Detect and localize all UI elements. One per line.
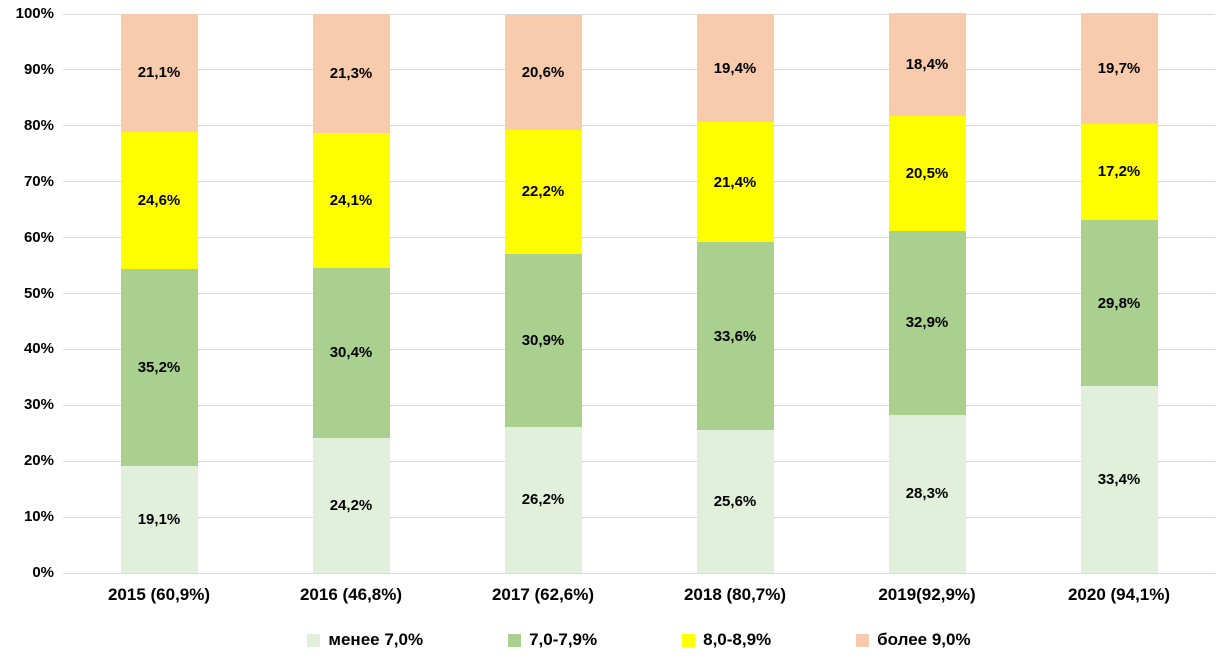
bar-value-label: 35,2%	[137, 359, 181, 377]
grid-line	[63, 69, 1215, 71]
bar-segment: 21,3%	[312, 14, 390, 134]
y-tick-label: 40%	[23, 340, 54, 358]
bar-value-label: 20,6%	[521, 63, 565, 81]
bar-value-label: 21,4%	[713, 173, 757, 191]
bar-segment: 32,9%	[888, 230, 966, 415]
legend-item: более 9,0%	[856, 630, 971, 650]
bar-segment: 25,6%	[696, 429, 774, 573]
bar-segment: 18,4%	[888, 13, 966, 117]
bar-value-label: 33,6%	[713, 327, 757, 345]
grid-line	[63, 460, 1215, 462]
bar-column: 26,2% 30,9% 22,2% 20,6%	[504, 14, 582, 573]
bar-segment: 33,6%	[696, 242, 774, 430]
legend: менее 7,0% 7,0-7,9% 8,0-8,9% более 9,0%	[63, 630, 1215, 650]
legend-swatch	[508, 633, 522, 647]
bar-segment: 21,4%	[696, 122, 774, 243]
y-tick-label: 20%	[23, 452, 54, 470]
bar-segment: 17,2%	[1080, 123, 1158, 220]
y-tick-label: 50%	[23, 284, 54, 302]
bar-value-label: 26,2%	[521, 491, 565, 509]
bar-column: 28,3% 32,9% 20,5% 18,4%	[888, 13, 966, 573]
bar-value-label: 21,3%	[329, 65, 373, 83]
bar-value-label: 24,2%	[329, 496, 373, 514]
bar-column: 33,4% 29,8% 17,2% 19,7%	[1080, 13, 1158, 573]
legend-swatch	[307, 633, 321, 647]
x-tick-label: 2019(92,9%)	[878, 585, 976, 604]
bar-segment: 30,4%	[312, 267, 390, 438]
bar-value-label: 21,1%	[137, 64, 181, 82]
bar-value-label: 30,4%	[329, 344, 373, 362]
legend-label: 8,0-8,9%	[703, 630, 772, 649]
grid-line	[63, 404, 1215, 406]
bar-column: 24,2% 30,4% 24,1% 21,3%	[312, 14, 390, 573]
grid-line	[63, 181, 1215, 183]
bar-value-label: 17,2%	[1097, 163, 1141, 181]
bar-value-label: 33,4%	[1097, 471, 1141, 489]
y-tick-label: 70%	[23, 172, 54, 190]
bar-segment: 28,3%	[888, 414, 966, 573]
bar-segment: 24,1%	[312, 133, 390, 268]
bar-segment: 19,7%	[1080, 13, 1158, 124]
bar-segment: 24,6%	[120, 131, 198, 270]
y-tick-label: 90%	[23, 60, 54, 78]
grid-line	[63, 125, 1215, 127]
bar-segment: 33,4%	[1080, 386, 1158, 573]
bar-value-label: 22,2%	[521, 183, 565, 201]
bar-value-label: 19,7%	[1097, 60, 1141, 78]
bar-value-label: 32,9%	[905, 314, 949, 332]
grid-line	[63, 237, 1215, 239]
y-tick-label: 30%	[23, 396, 54, 414]
bar-value-label: 25,6%	[713, 492, 757, 510]
legend-label: менее 7,0%	[328, 630, 424, 649]
bar-segment: 21,1%	[120, 14, 198, 132]
bar-value-label: 24,1%	[329, 191, 373, 209]
bar-segment: 35,2%	[120, 269, 198, 467]
bar-segment: 20,5%	[888, 116, 966, 231]
x-tick-label: 2020 (94,1%)	[1067, 585, 1171, 604]
bar-value-label: 28,3%	[905, 485, 949, 503]
x-tick-label: 2016 (46,8%)	[299, 585, 403, 604]
y-tick-label: 100%	[15, 5, 54, 22]
bar-segment: 19,4%	[696, 14, 774, 123]
y-tick-label: 10%	[23, 508, 54, 526]
grid-line	[63, 516, 1215, 518]
bar-segment: 22,2%	[504, 129, 582, 254]
bar-value-label: 24,6%	[137, 192, 181, 210]
y-tick-label: 80%	[23, 116, 54, 134]
legend-swatch	[856, 633, 870, 647]
bar-value-label: 30,9%	[521, 331, 565, 349]
grid-line	[63, 348, 1215, 350]
y-tick-label: 0%	[32, 564, 54, 581]
grid-line	[63, 572, 1215, 574]
x-tick-label: 2017 (62,6%)	[491, 585, 595, 604]
bar-segment: 29,8%	[1080, 219, 1158, 387]
legend-item: менее 7,0%	[307, 630, 423, 650]
bar-column: 25,6% 33,6% 21,4% 19,4%	[696, 14, 774, 573]
grid-line	[63, 293, 1215, 294]
bar-value-label: 19,1%	[137, 511, 181, 529]
bar-segment: 19,1%	[120, 466, 198, 573]
bar-segment: 24,2%	[312, 437, 390, 573]
bar-segment: 26,2%	[504, 426, 582, 573]
bar-value-label: 20,5%	[905, 165, 949, 183]
grid-line	[63, 13, 1215, 15]
legend-item: 8,0-8,9%	[682, 630, 771, 650]
bar-segment: 30,9%	[504, 253, 582, 427]
x-tick-label: 2015 (60,9%)	[107, 585, 211, 604]
x-tick-label: 2018 (80,7%)	[683, 585, 787, 604]
legend-swatch	[682, 633, 696, 647]
bar-value-label: 29,8%	[1097, 294, 1141, 312]
legend-label: 7,0-7,9%	[529, 630, 598, 649]
bar-segment: 20,6%	[504, 14, 582, 130]
bar-column: 19,1% 35,2% 24,6% 21,1%	[120, 14, 198, 573]
legend-label: более 9,0%	[877, 630, 971, 649]
bar-value-label: 18,4%	[905, 56, 949, 74]
bar-value-label: 19,4%	[713, 59, 757, 77]
y-tick-label: 60%	[23, 228, 54, 246]
legend-item: 7,0-7,9%	[508, 630, 597, 650]
